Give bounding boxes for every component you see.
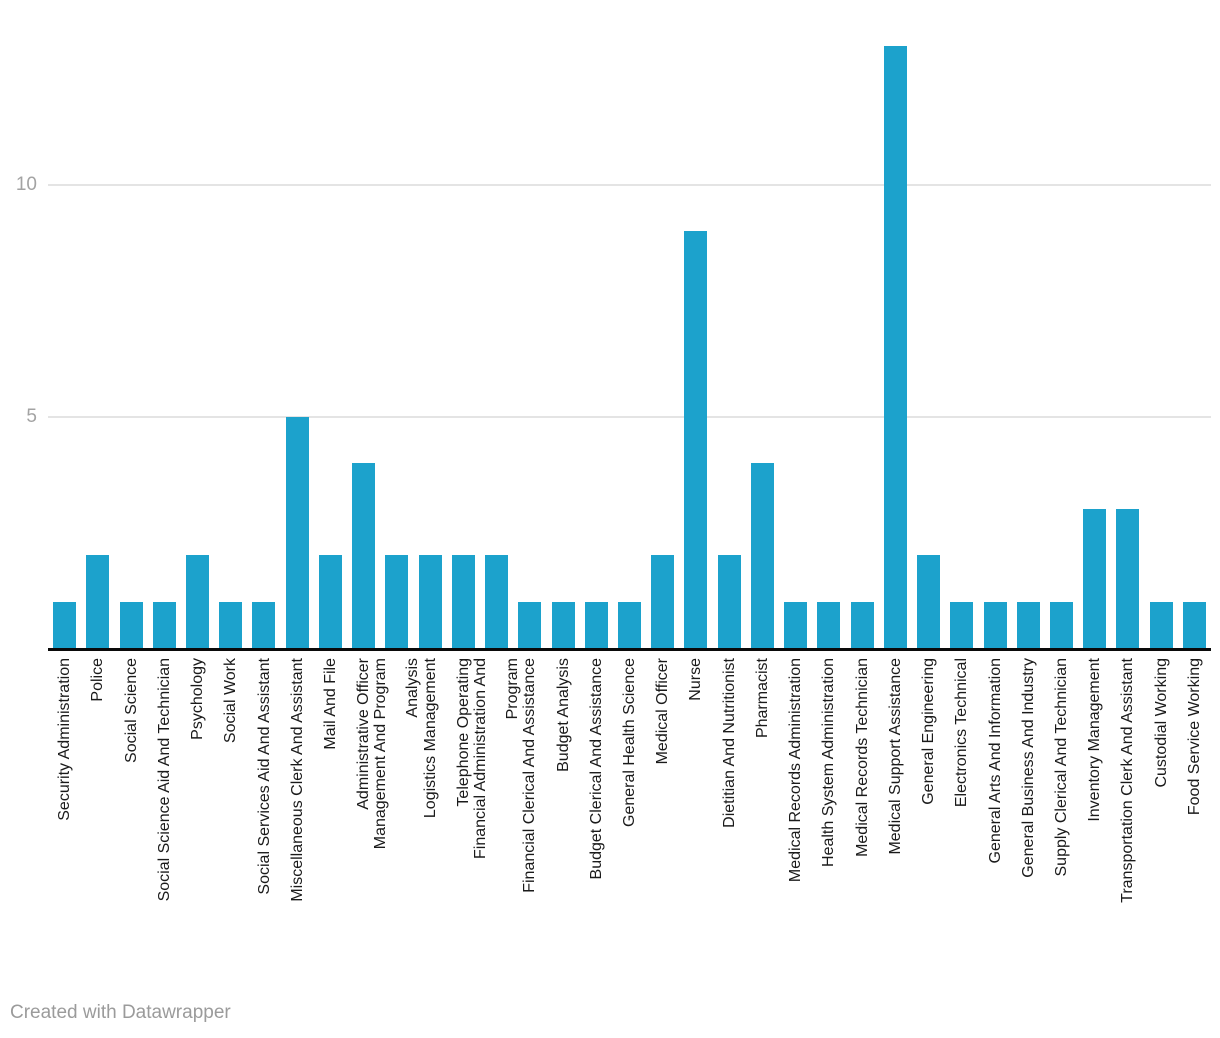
y-tick-label: 10	[15, 174, 37, 195]
bar[interactable]	[1016, 601, 1040, 648]
bar[interactable]	[352, 462, 376, 648]
bar[interactable]	[1182, 601, 1206, 648]
bar[interactable]	[551, 601, 575, 648]
bar[interactable]	[86, 555, 110, 648]
bar[interactable]	[285, 416, 309, 648]
bar[interactable]	[1149, 601, 1173, 648]
bar[interactable]	[850, 601, 874, 648]
bar[interactable]	[1049, 601, 1073, 648]
x-tick-label: Psychology	[189, 658, 207, 740]
bar[interactable]	[451, 555, 475, 648]
bar[interactable]	[485, 555, 509, 648]
y-tick-label: 5	[26, 405, 37, 427]
bar[interactable]	[883, 46, 907, 648]
x-tick-label: Police	[89, 658, 107, 702]
x-tick-label: Social Science Aid And Technician	[155, 658, 173, 902]
x-tick-label: Telephone Operating	[454, 658, 472, 807]
x-tick-label: Food Service Working	[1185, 658, 1203, 816]
x-tick-label: Electronics Technical	[953, 658, 971, 808]
bar[interactable]	[252, 601, 276, 648]
x-tick-label: General Health Science	[621, 658, 638, 827]
x-tick-label: Analysis	[404, 658, 422, 718]
x-tick-label: Management And Program	[372, 658, 390, 850]
bar[interactable]	[618, 601, 641, 648]
bar[interactable]	[817, 601, 841, 648]
x-tick-label: Administrative Officer	[355, 658, 373, 810]
x-tick-label: General Arts And Information	[986, 658, 1004, 864]
bar[interactable]	[152, 601, 176, 648]
bar[interactable]	[950, 601, 974, 648]
bar[interactable]	[418, 555, 442, 648]
y-gridline	[48, 184, 1211, 186]
x-tick-label: Budget Analysis	[554, 658, 572, 772]
bar[interactable]	[119, 601, 143, 648]
bar[interactable]	[186, 555, 210, 648]
bar[interactable]	[385, 555, 409, 648]
bar[interactable]	[219, 601, 243, 648]
bar[interactable]	[518, 601, 542, 648]
x-tick-label: General Business And Industry	[1019, 658, 1037, 878]
bar[interactable]	[750, 462, 774, 648]
x-tick-label: Budget Clerical And Assistance	[587, 658, 605, 880]
bar[interactable]	[651, 555, 675, 648]
datawrapper-credit[interactable]: Created with Datawrapper	[10, 1002, 231, 1023]
x-tick-label: Dietitian And Nutritionist	[720, 658, 738, 828]
x-tick-label: Mail And File	[321, 658, 339, 750]
x-axis-line	[48, 648, 1211, 651]
x-tick-label: Nurse	[687, 658, 705, 701]
bar[interactable]	[1116, 509, 1140, 648]
x-tick-label: Program	[504, 658, 522, 720]
bar[interactable]	[53, 601, 77, 648]
x-tick-label: Health System Administration	[820, 658, 838, 867]
x-tick-label: Medical Records Technician	[853, 658, 871, 857]
bar[interactable]	[584, 601, 608, 648]
x-tick-label: Pharmacist	[753, 658, 771, 739]
x-tick-label: Financial Clerical And Assistance	[521, 658, 539, 893]
x-tick-label: Logistics Management	[421, 658, 439, 819]
bar[interactable]	[917, 555, 941, 648]
x-tick-label: Custodial Working	[1152, 658, 1170, 788]
x-tick-label: Financial Administration And	[472, 658, 490, 859]
x-tick-label: Supply Clerical And Technician	[1052, 658, 1070, 877]
x-tick-label: Transportation Clerk And Assistant	[1119, 658, 1137, 903]
x-tick-label: General Engineering	[920, 658, 938, 805]
x-tick-label: Social Services Aid And Assistant	[255, 658, 273, 895]
bar[interactable]	[717, 555, 741, 648]
bar[interactable]	[684, 231, 708, 648]
x-tick-label: Inventory Management	[1086, 658, 1104, 822]
bar[interactable]	[983, 601, 1007, 648]
bar[interactable]	[784, 601, 808, 648]
x-tick-label: Social Work	[222, 658, 240, 744]
x-tick-label: Medical Support Assistance	[886, 658, 904, 855]
x-tick-label: Security Administration	[56, 658, 74, 821]
x-tick-label: Medical Records Administration	[787, 658, 805, 883]
x-tick-label: Medical Officer	[654, 658, 672, 765]
x-tick-label: Miscellaneous Clerk And Assistant	[288, 658, 306, 902]
x-tick-label: Social Science	[122, 658, 140, 763]
y-gridline	[48, 415, 1211, 418]
bar[interactable]	[318, 555, 342, 648]
bar[interactable]	[1083, 509, 1107, 648]
